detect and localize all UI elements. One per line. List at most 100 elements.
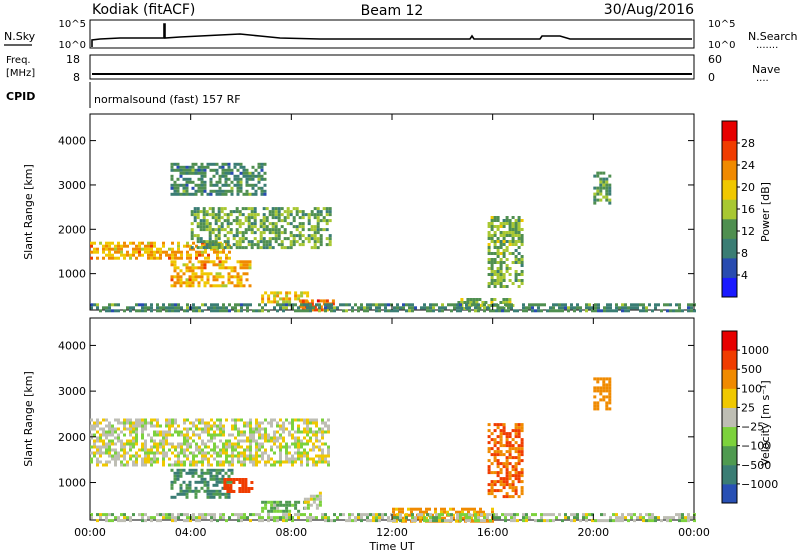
- echo-cell: [255, 424, 258, 428]
- echo-cell: [237, 519, 240, 523]
- echo-cell: [443, 516, 446, 520]
- echo-cell: [496, 240, 500, 243]
- echo-cell: [606, 306, 609, 310]
- echo-cell: [190, 246, 194, 250]
- echo-cell: [234, 303, 237, 307]
- echo-cell: [301, 225, 305, 229]
- echo-cell: [194, 495, 198, 499]
- echo-cell: [256, 243, 260, 247]
- echo-cell: [213, 309, 216, 313]
- echo-cell: [520, 282, 524, 285]
- echo-cell: [470, 516, 473, 520]
- echo-cell: [528, 306, 531, 310]
- echo-cell: [198, 445, 201, 449]
- echo-cell: [502, 222, 506, 225]
- echo-cell: [313, 207, 317, 211]
- echo-cell: [180, 445, 183, 449]
- echo-cell: [262, 243, 266, 247]
- echo-cell: [212, 284, 216, 288]
- echo-cell: [360, 303, 363, 307]
- echo-cell: [214, 243, 218, 247]
- echo-cell: [234, 442, 237, 446]
- echo-region: [170, 162, 267, 196]
- echo-cell: [200, 480, 204, 484]
- echo-cell: [193, 210, 197, 214]
- echo-cell: [132, 445, 135, 449]
- echo-cell: [156, 309, 159, 313]
- echo-cell: [490, 298, 494, 301]
- echo-cell: [514, 423, 518, 427]
- x-tick-label: 08:00: [275, 526, 307, 539]
- echo-cell: [183, 427, 186, 431]
- echo-cell: [93, 421, 96, 425]
- echo-cell: [321, 421, 324, 425]
- echo-cell: [301, 213, 305, 217]
- echo-cell: [93, 454, 96, 458]
- echo-cell: [194, 266, 198, 270]
- echo-cell: [270, 424, 273, 428]
- echo-cell: [240, 460, 243, 464]
- echo-cell: [499, 423, 503, 427]
- echo-cell: [487, 423, 491, 427]
- echo-cell: [479, 507, 482, 511]
- echo-cell: [289, 234, 293, 238]
- echo-cell: [147, 306, 150, 310]
- echo-cell: [254, 174, 258, 178]
- echo-cell: [186, 241, 189, 245]
- echo-cell: [198, 519, 201, 523]
- echo-cell: [233, 275, 237, 279]
- echo-cell: [493, 450, 497, 454]
- echo-cell: [501, 309, 504, 313]
- echo-cell: [230, 186, 234, 190]
- echo-cell: [188, 278, 192, 282]
- echo-cell: [474, 513, 477, 517]
- echo-cell: [219, 439, 222, 443]
- echo-cell: [218, 489, 222, 493]
- echo-cell: [573, 309, 576, 313]
- echo-cell: [633, 306, 636, 310]
- echo-cell: [222, 463, 225, 467]
- echo-cell: [219, 250, 222, 254]
- echo-cell: [171, 519, 174, 523]
- echo-cell: [255, 463, 258, 467]
- echo-cell: [249, 436, 252, 440]
- echo-cell: [309, 309, 312, 313]
- echo-cell: [222, 306, 225, 310]
- echo-cell: [218, 189, 222, 193]
- echo-cell: [561, 306, 564, 310]
- echo-cell: [277, 216, 281, 220]
- echo-cell: [615, 519, 618, 523]
- echo-cell: [493, 219, 497, 222]
- echo-cell: [517, 462, 521, 466]
- echo-cell: [306, 439, 309, 443]
- echo-cell: [597, 519, 600, 523]
- echo-cell: [328, 240, 332, 244]
- echo-cell: [517, 285, 521, 288]
- echo-cell: [216, 256, 219, 260]
- echo-cell: [546, 309, 549, 313]
- echo-cell: [291, 418, 294, 422]
- echo-cell: [627, 519, 630, 523]
- echo-cell: [204, 445, 207, 449]
- echo-cell: [378, 519, 381, 523]
- echo-cell: [222, 442, 225, 446]
- echo-cell: [321, 430, 324, 434]
- echo-cell: [240, 454, 243, 458]
- echo-cell: [481, 304, 485, 307]
- echo-cell: [135, 418, 138, 422]
- echo-cell: [267, 439, 270, 443]
- echo-cell: [102, 306, 105, 310]
- echo-cell: [505, 234, 509, 237]
- echo-cell: [593, 195, 597, 199]
- echo-cell: [206, 495, 210, 499]
- echo-cell: [487, 231, 491, 234]
- echo-cell: [522, 306, 525, 310]
- echo-cell: [156, 424, 159, 428]
- echo-cell: [271, 225, 275, 229]
- echo-cell: [285, 516, 288, 520]
- echo-cell: [493, 261, 497, 264]
- echo-cell: [176, 192, 180, 196]
- echo-cell: [159, 247, 162, 251]
- echo-cell: [282, 306, 285, 310]
